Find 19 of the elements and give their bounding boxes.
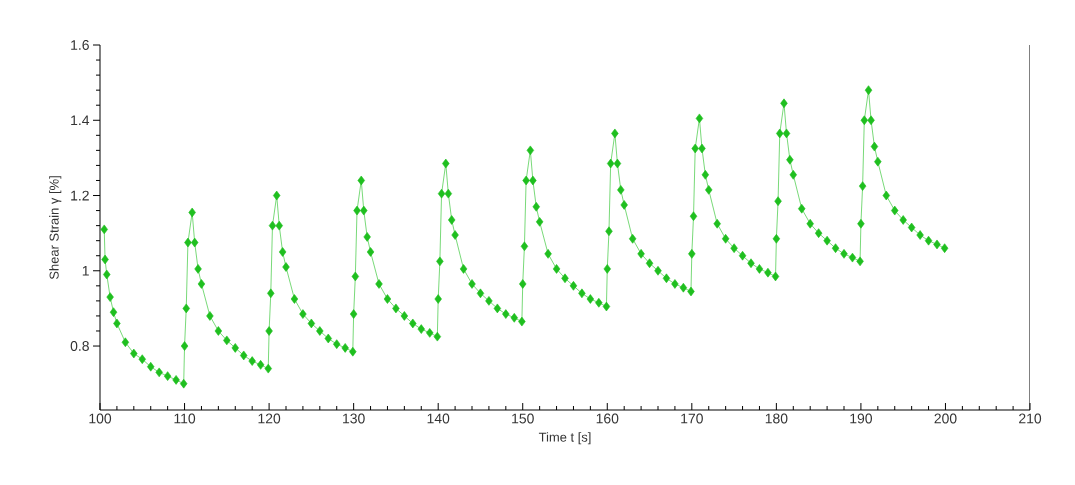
x-tick-label: 180: [765, 413, 788, 424]
y-tick-label: 1: [82, 265, 89, 276]
x-tick-label: 190: [850, 413, 873, 424]
x-tick-label: 120: [258, 413, 281, 424]
y-tick-label: 1.6: [71, 40, 89, 50]
y-tick-label: 0.8: [70, 341, 89, 351]
x-tick-label: 210: [1019, 413, 1042, 424]
y-tick-label: 1.2: [71, 190, 89, 201]
x-tick-label: 100: [89, 413, 112, 424]
y-axis-title: Shear Strain γ [%]: [49, 176, 62, 280]
x-tick-label: 170: [681, 413, 703, 424]
x-tick-label: 140: [427, 413, 450, 424]
x-tick-label: 130: [343, 413, 365, 424]
x-tick-label: 200: [934, 413, 957, 424]
y-tick-label: 1.4: [71, 115, 90, 126]
x-tick-label: 160: [596, 413, 619, 424]
x-tick-label: 150: [512, 413, 534, 424]
x-tick-label: 110: [174, 413, 196, 424]
x-axis-title: Time t [s]: [538, 432, 591, 445]
